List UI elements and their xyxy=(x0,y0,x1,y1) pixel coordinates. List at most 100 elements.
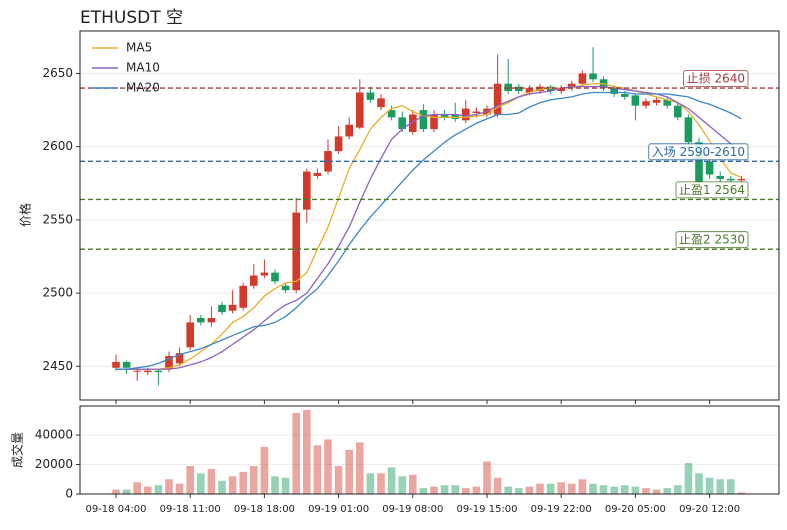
volume-bar xyxy=(292,412,300,494)
candle-body xyxy=(515,86,523,92)
volume-bar xyxy=(430,486,438,494)
volume-bar xyxy=(652,489,661,494)
candle-body xyxy=(695,142,703,182)
candle-body xyxy=(727,178,735,181)
candle-body xyxy=(377,98,385,108)
legend-label: MA10 xyxy=(126,61,160,75)
main-frame xyxy=(79,30,780,401)
x-tick-label: 09-18 11:00 xyxy=(160,504,221,515)
volume-bar xyxy=(324,439,332,494)
volume-bar xyxy=(133,482,141,494)
ma-line xyxy=(116,91,742,370)
candle-body xyxy=(440,114,449,118)
x-tick-label: 09-19 22:00 xyxy=(531,504,592,515)
volume-bar xyxy=(631,486,640,494)
legend-label: MA20 xyxy=(126,81,160,95)
y-tick-label: 2450 xyxy=(42,359,73,373)
level-label: 止盈1 2564 xyxy=(679,183,745,197)
volume-bar xyxy=(250,465,258,494)
volume-bar xyxy=(239,471,247,494)
candle-body xyxy=(451,114,459,119)
volume-bar xyxy=(462,488,470,494)
y-tick-label: 40000 xyxy=(35,428,73,442)
candle-body xyxy=(642,101,650,106)
volume-bar xyxy=(144,486,152,494)
volume-frame xyxy=(79,405,780,495)
y-tick-label: 2600 xyxy=(42,139,73,153)
volume-axis-label: 成交量 xyxy=(10,432,25,468)
ma-line xyxy=(116,83,742,370)
level-label: 入场 2590-2610 xyxy=(652,145,745,159)
volume-bar xyxy=(356,442,364,494)
volume-bar xyxy=(419,488,428,494)
x-tick-label: 09-20 12:00 xyxy=(679,504,740,515)
candle-body xyxy=(356,92,364,128)
volume-bar xyxy=(122,489,131,494)
volume-bar xyxy=(663,488,671,494)
y-tick-label: 0 xyxy=(65,487,73,501)
candle-body xyxy=(589,73,597,80)
volume-bar xyxy=(578,479,587,494)
volume-bar xyxy=(695,473,703,494)
volume-bar xyxy=(165,479,173,494)
level-label: 止盈2 2530 xyxy=(679,233,745,247)
candle-body xyxy=(684,117,693,143)
volume-bar xyxy=(197,473,205,494)
volume-bar xyxy=(684,463,693,494)
x-tick-label: 09-20 05:00 xyxy=(605,504,666,515)
candle-body xyxy=(281,285,290,291)
candle-body xyxy=(133,370,141,372)
candle-body xyxy=(175,353,184,364)
candle-body xyxy=(387,110,396,118)
volume-bar xyxy=(504,486,512,494)
candle-body xyxy=(144,370,152,373)
candle-body xyxy=(345,124,353,137)
volume-bar xyxy=(218,480,226,494)
candle-body xyxy=(716,175,724,179)
volume-bar xyxy=(154,485,163,494)
volume-bar xyxy=(621,485,629,494)
y-tick-label: 2550 xyxy=(42,212,73,226)
candle-body xyxy=(165,356,173,370)
candle-body xyxy=(207,318,216,323)
chart-title: ETHUSDT 空 xyxy=(80,8,183,28)
y-tick-label: 20000 xyxy=(35,457,73,471)
volume-bar xyxy=(345,449,353,494)
volume-bar xyxy=(409,474,417,494)
candle-body xyxy=(546,86,555,92)
volume-bar xyxy=(716,479,724,494)
x-tick-label: 09-19 15:00 xyxy=(456,504,517,515)
candle-body xyxy=(271,272,279,282)
volume-bar xyxy=(398,476,406,494)
y-tick-label: 2650 xyxy=(42,66,73,80)
candle-body xyxy=(462,108,470,121)
candle-body xyxy=(409,114,417,133)
level-label: 止损 2640 xyxy=(687,72,745,86)
candle-body xyxy=(536,86,544,92)
candle-body xyxy=(578,73,587,84)
volume-bar xyxy=(281,477,290,494)
candle-body xyxy=(674,105,682,118)
legend-label: MA5 xyxy=(126,41,152,55)
volume-bar xyxy=(705,477,714,494)
candle-body xyxy=(621,93,629,97)
volume-bar xyxy=(472,486,481,494)
candle-body xyxy=(366,92,375,100)
candle-body xyxy=(197,318,205,323)
x-tick-label: 09-18 04:00 xyxy=(85,504,146,515)
candle-body xyxy=(631,95,640,106)
volume-bar xyxy=(334,465,343,494)
candle-body xyxy=(557,88,565,92)
level-label-box xyxy=(675,231,749,249)
candle-body xyxy=(112,361,120,368)
volume-bar xyxy=(451,485,459,494)
x-tick-label: 09-19 01:00 xyxy=(308,504,369,515)
candle-body xyxy=(493,83,502,115)
candle-body xyxy=(652,99,661,103)
plot-area xyxy=(112,47,746,386)
volume-bar xyxy=(387,467,396,494)
x-tick-label: 09-19 08:00 xyxy=(382,504,443,515)
ma-line xyxy=(116,85,742,370)
volume-bar xyxy=(260,446,269,494)
volume-bar xyxy=(112,489,120,494)
